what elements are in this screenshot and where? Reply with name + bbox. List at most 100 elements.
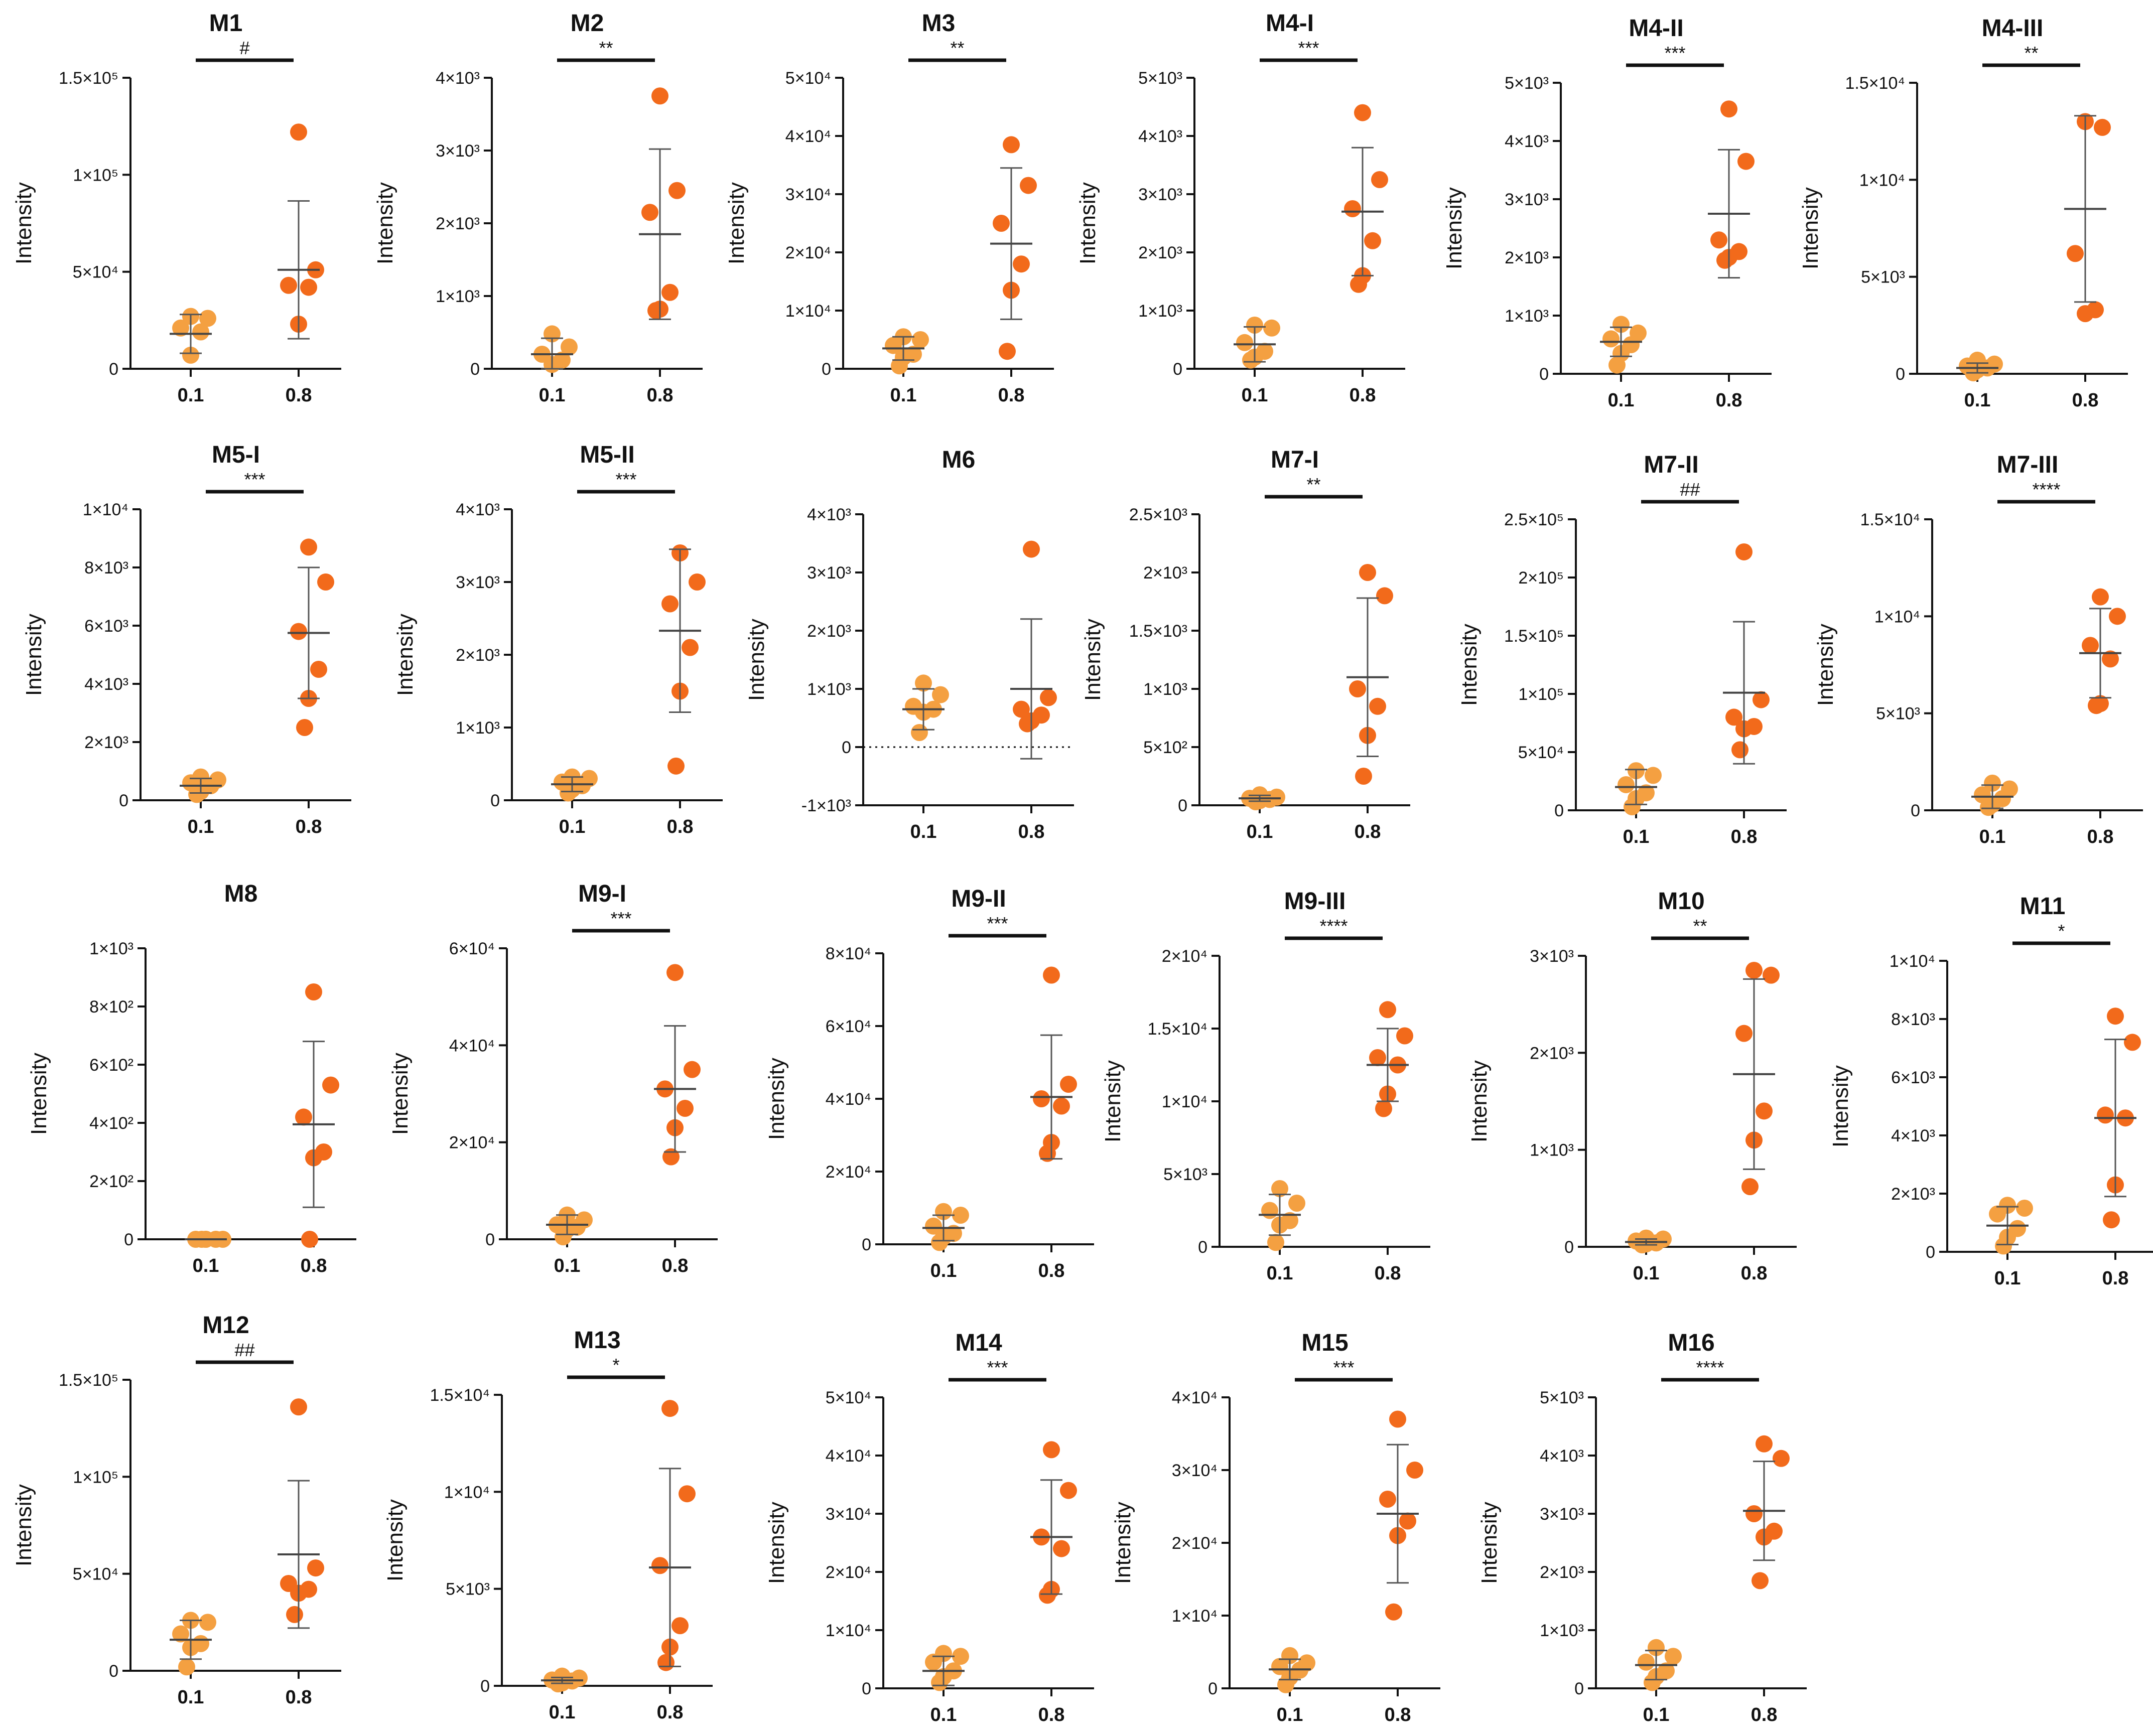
- data-point: [1608, 356, 1626, 374]
- data-point: [1354, 104, 1371, 121]
- data-point: [684, 1061, 701, 1078]
- y-tick-label: 2.5×10³: [1129, 505, 1187, 524]
- data-point: [301, 1231, 318, 1248]
- x-tick-label: 0.1: [910, 821, 937, 842]
- x-tick-label: 0.1: [1979, 826, 2006, 847]
- data-point: [172, 1625, 189, 1643]
- y-tick-label: 8×10²: [89, 997, 133, 1017]
- data-point: [1369, 697, 1386, 715]
- y-axis-label: Intensity: [1467, 1060, 1492, 1142]
- data-point: [689, 573, 706, 591]
- x-tick-label: 0.1: [559, 816, 586, 837]
- x-tick-label: 0.1: [539, 385, 566, 406]
- data-point: [1752, 1572, 1769, 1589]
- chart-m7-ii: M7-II Intensity 0 5×10⁴ 1×10⁵ 1.5×10⁵ 2×10⁵ 2.5…: [1457, 452, 1787, 847]
- y-tick-label: 5×10³: [1861, 268, 1905, 287]
- y-tick-label: 4×10⁴: [826, 1446, 871, 1466]
- x-tick-label: 0.1: [1964, 390, 1991, 411]
- data-point: [1019, 715, 1036, 733]
- data-point: [305, 983, 322, 1000]
- data-point: [1261, 1202, 1278, 1219]
- data-point: [1020, 177, 1037, 194]
- y-tick-label: 1×10⁴: [785, 302, 831, 321]
- x-tick-label: 0.8: [1741, 1263, 1768, 1284]
- y-tick-label: 0: [1539, 365, 1549, 384]
- significance-label: ****: [1319, 916, 1348, 936]
- chart-m8: M8 Intensity 0 2×10² 4×10² 6×10² 8×10² 1×10³ 0.1…: [27, 881, 356, 1276]
- data-point: [1745, 962, 1763, 979]
- y-tick-label: 0: [862, 1679, 871, 1698]
- y-tick-label: 1×10³: [1540, 1621, 1584, 1640]
- y-tick-label: 3×10³: [1505, 190, 1549, 209]
- y-tick-label: 0: [1173, 360, 1182, 379]
- data-point: [1612, 316, 1630, 333]
- data-point: [310, 661, 327, 678]
- data-point: [1053, 1540, 1070, 1557]
- x-tick-label: 0.1: [930, 1704, 957, 1725]
- y-tick-label: 6×10²: [89, 1056, 133, 1075]
- y-axis-label: Intensity: [22, 614, 46, 696]
- y-tick-label: 4×10⁴: [449, 1036, 495, 1055]
- data-point: [1645, 767, 1662, 784]
- y-axis-label: Intensity: [1442, 187, 1466, 269]
- y-tick-label: 3×10³: [807, 563, 851, 583]
- significance-label: ##: [234, 1340, 254, 1360]
- significance-label: **: [599, 38, 613, 58]
- x-tick-label: 0.8: [2072, 390, 2099, 411]
- y-tick-label: 2×10³: [1891, 1185, 1935, 1204]
- data-point: [2077, 305, 2094, 323]
- data-point: [1745, 1505, 1763, 1522]
- y-tick-label: 1×10⁵: [73, 166, 118, 185]
- data-point: [1379, 1001, 1396, 1019]
- y-axis-label: Intensity: [12, 1484, 36, 1566]
- data-point: [661, 283, 679, 301]
- y-axis-label: Intensity: [1457, 624, 1482, 706]
- significance-label: **: [1693, 916, 1707, 936]
- data-point: [912, 331, 929, 348]
- y-tick-label: 0: [109, 1662, 118, 1681]
- data-point: [1753, 691, 1770, 708]
- data-point: [1737, 153, 1755, 170]
- data-point: [300, 278, 317, 296]
- x-tick-label: 0.8: [1355, 821, 1381, 842]
- data-point: [1271, 1658, 1288, 1675]
- chart-title: M4-III: [1982, 15, 2044, 42]
- y-tick-label: 4×10⁴: [826, 1090, 871, 1109]
- y-tick-label: 0: [480, 1677, 490, 1696]
- chart-title: M5-I: [212, 442, 260, 468]
- y-tick-label: 0: [842, 738, 851, 757]
- chart-title: M15: [1301, 1330, 1348, 1356]
- y-axis-label: Intensity: [1813, 624, 1838, 706]
- chart-m9-ii: M9-II Intensity 0 2×10⁴ 4×10⁴ 6×10⁴ 8×10⁴ 0.1 0.…: [764, 886, 1094, 1281]
- y-tick-label: 2×10³: [807, 622, 851, 641]
- y-axis-label: Intensity: [744, 619, 769, 701]
- data-point: [300, 538, 317, 556]
- y-axis-label: Intensity: [724, 182, 749, 264]
- chart-title: M7-III: [1997, 452, 2059, 478]
- chart-m10: M10 Intensity 0 1×10³ 2×10³ 3×10³ 0.1 0.8 **: [1467, 888, 1797, 1284]
- data-point: [2109, 608, 2126, 625]
- data-point: [2103, 1211, 2120, 1229]
- chart-m16: M16 Intensity 0 1×10³ 2×10³ 3×10³ 4×10³ 5×10³ 0.…: [1477, 1330, 1807, 1725]
- y-tick-label: 0: [490, 791, 500, 810]
- data-point: [1060, 1076, 1077, 1093]
- y-tick-label: 8×10⁴: [826, 944, 871, 963]
- data-point: [1716, 251, 1733, 269]
- y-axis-label: Intensity: [1081, 619, 1105, 701]
- y-tick-label: 0: [862, 1235, 871, 1254]
- data-point: [1602, 330, 1620, 348]
- data-point: [667, 757, 685, 775]
- x-tick-label: 0.1: [1277, 1704, 1303, 1725]
- chart-title: M1: [209, 10, 243, 37]
- data-point: [1246, 317, 1263, 334]
- data-point: [192, 323, 209, 341]
- y-axis-label: Intensity: [383, 1499, 408, 1581]
- data-point: [1624, 798, 1641, 816]
- chart-m14: M14 Intensity 0 1×10⁴ 2×10⁴ 3×10⁴ 4×10⁴ 5×10⁴ 0.…: [764, 1330, 1094, 1725]
- data-point: [1756, 1435, 1773, 1453]
- data-point: [662, 1148, 680, 1166]
- x-tick-label: 0.8: [1350, 385, 1376, 406]
- y-tick-label: 0: [1896, 365, 1905, 384]
- x-tick-label: 0.1: [1267, 1263, 1293, 1284]
